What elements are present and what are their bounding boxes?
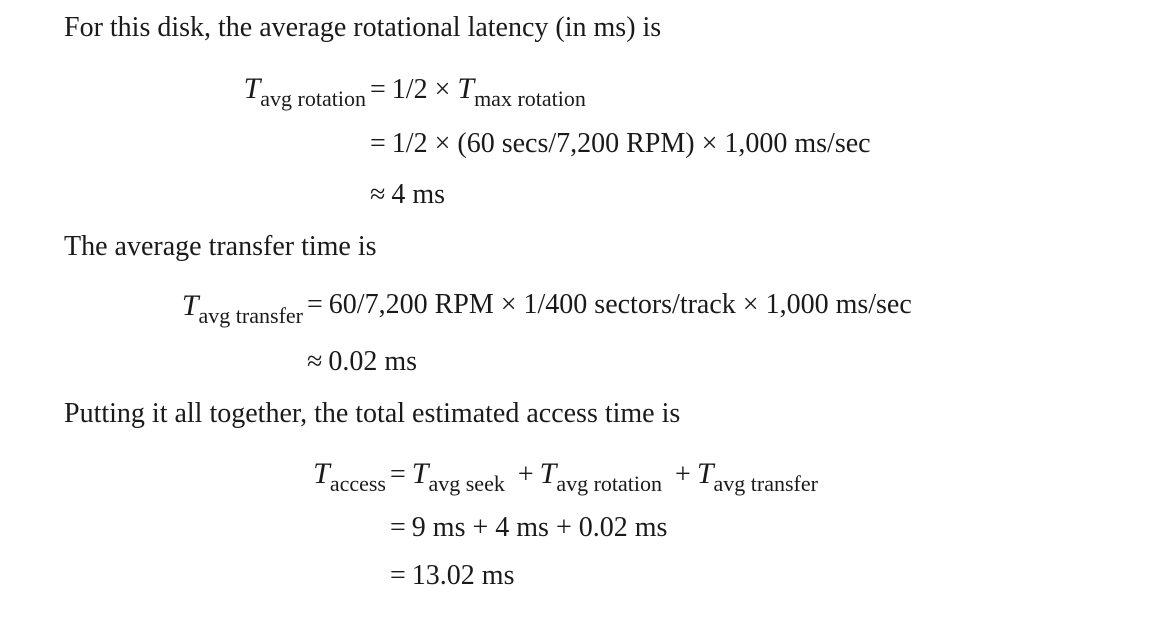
transfer-result: 0.02 ms (328, 346, 418, 377)
rotation-result: 4 ms (391, 179, 446, 210)
variable-T: T (313, 457, 330, 490)
subscript: avg transfer (198, 303, 303, 328)
intro-transfer-text: The average transfer time is (64, 231, 377, 262)
access-equation-line-3: = 13.02 ms (386, 562, 514, 590)
equals-sign: = (390, 459, 406, 490)
intro-rotation-text: For this disk, the average rotational la… (64, 12, 662, 43)
access-lhs: Taccess (313, 457, 386, 495)
subscript: avg transfer (713, 471, 818, 496)
rotation-lhs: Tavg rotation (243, 72, 366, 110)
equals-sign: = (390, 512, 406, 543)
subscript: max rotation (474, 86, 586, 111)
plus-sign: + (517, 459, 534, 490)
intro-access-text: Putting it all together, the total estim… (64, 398, 681, 429)
subscript: avg seek (428, 471, 505, 496)
equals-sign: = (370, 128, 386, 159)
variable-T: T (411, 457, 429, 490)
subscript: avg rotation (556, 471, 663, 496)
rotation-equation-line-3: ≈4 ms (366, 181, 445, 209)
subscript: avg rotation (260, 86, 366, 111)
equals-sign: = (370, 74, 386, 105)
access-rhs-2: 9 ms + 4 ms + 0.02 ms (411, 512, 668, 543)
access-rhs-1: = Tavg seek + Tavg rotation + Tavg transfer (386, 457, 818, 495)
equals-sign: = (307, 289, 323, 320)
rotation-rhs-1: = 1/2 × Tmax rotation (366, 72, 586, 110)
variable-T: T (243, 72, 261, 105)
subscript: access (329, 471, 386, 496)
access-result: 13.02 ms (411, 560, 515, 591)
approx-sign: ≈ (370, 179, 386, 210)
rhs-prefix: 1/2 × (391, 74, 451, 105)
access-equation-line-2: = 9 ms + 4 ms + 0.02 ms (386, 514, 667, 542)
approx-sign: ≈ (307, 346, 323, 377)
variable-T: T (539, 457, 557, 490)
equals-sign: = (390, 560, 406, 591)
transfer-rhs-text: 60/7,200 RPM × 1/400 sectors/track × 1,0… (328, 289, 912, 320)
transfer-rhs-1: = 60/7,200 RPM × 1/400 sectors/track × 1,… (303, 291, 912, 319)
rotation-equation-line-2: = 1/2 × (60 secs/7,200 RPM) × 1,000 ms/se… (366, 130, 871, 158)
variable-T: T (457, 72, 475, 105)
rotation-rhs-2: 1/2 × (60 secs/7,200 RPM) × 1,000 ms/sec (391, 128, 871, 159)
access-equation-line-1: Taccess = Tavg seek + Tavg rotation + Tavg … (0, 459, 1169, 499)
transfer-equation-line-2: ≈0.02 ms (303, 348, 417, 376)
plus-sign: + (675, 459, 691, 490)
transfer-lhs: Tavg transfer (181, 289, 303, 327)
variable-T: T (181, 289, 199, 322)
rotation-equation-line-1: Tavg rotation = 1/2 × Tmax rotation (0, 74, 1169, 114)
variable-T: T (696, 457, 714, 490)
transfer-equation-line-1: Tavg transfer = 60/7,200 RPM × 1/400 sect… (0, 291, 1169, 331)
